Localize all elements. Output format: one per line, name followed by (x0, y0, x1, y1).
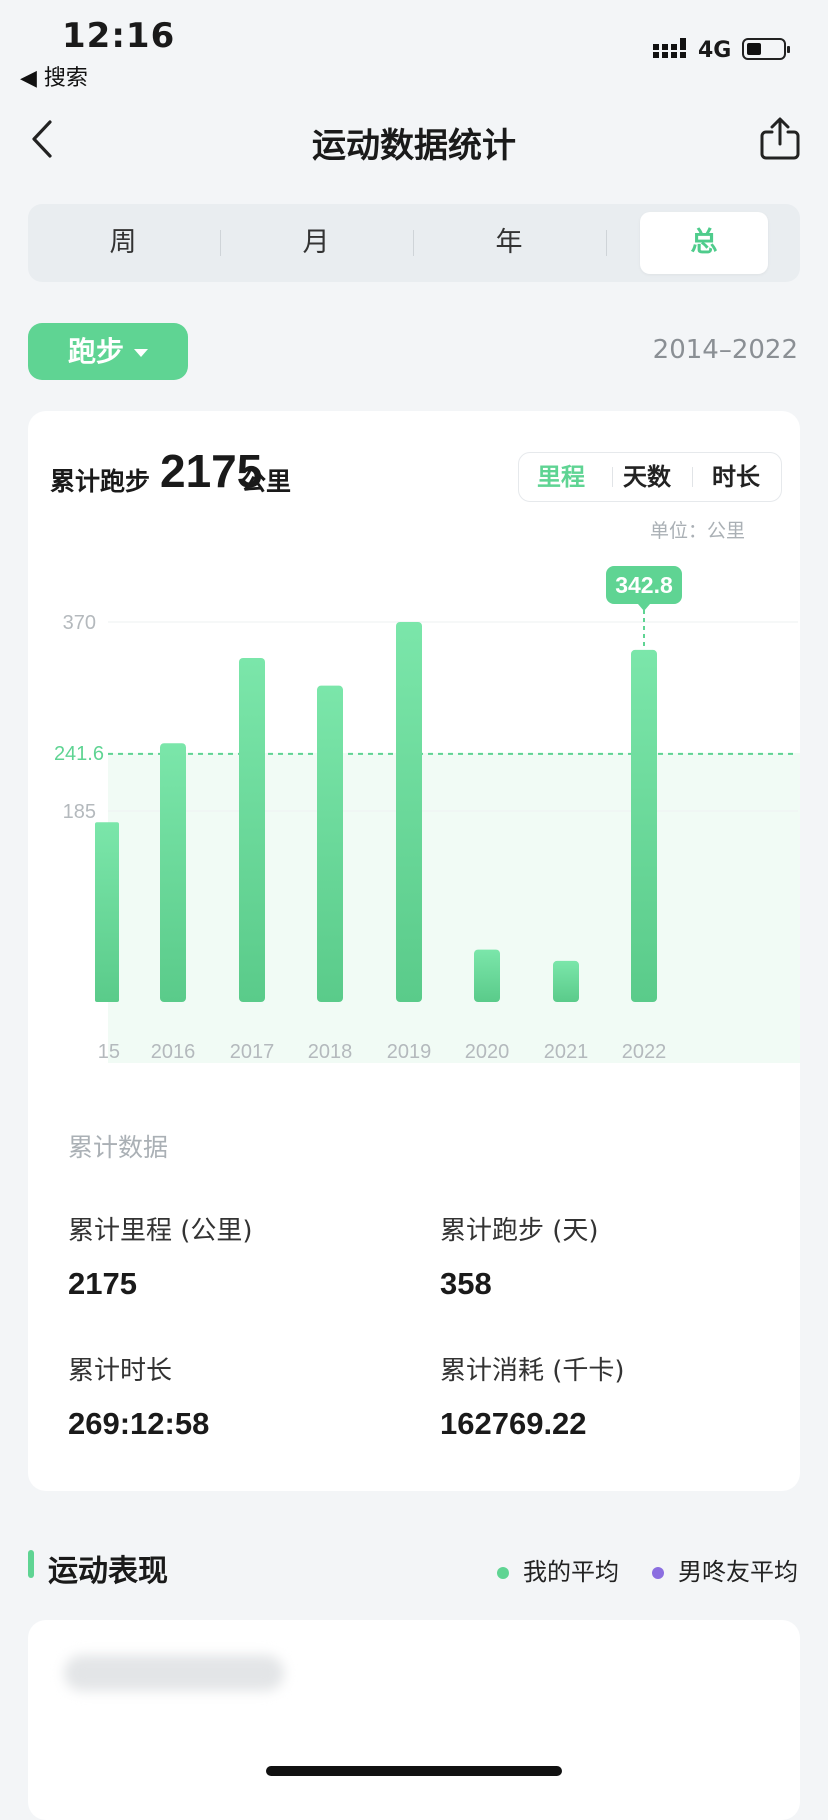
date-range: 2014–2022 (652, 335, 798, 365)
bar-2017[interactable] (239, 657, 265, 1002)
x-tick-label: 2019 (387, 1041, 432, 1063)
total-days-label: 累计跑步 (天) (440, 1216, 599, 1246)
blurred-content (64, 1655, 284, 1691)
total-duration-value: 269:12:58 (68, 1406, 210, 1441)
legend-dot (497, 1567, 509, 1579)
tab-month[interactable]: 月 (302, 227, 330, 258)
totals-section-label: 累计数据 (68, 1133, 169, 1162)
bar-2015[interactable] (95, 822, 119, 1002)
back-to-app-link[interactable]: ◀ 搜索 (20, 66, 88, 91)
legend-my-average: 我的平均 (497, 1552, 619, 1587)
network-label: 4G (698, 38, 732, 63)
total-calories-value: 162769.22 (440, 1406, 587, 1441)
performance-card (28, 1620, 800, 1820)
distance-bar-chart: 370 185 241.6 15 2016 2017 2018 2019 2020 2021… (54, 566, 800, 1063)
tab-total[interactable]: 总 (640, 212, 768, 274)
summary-label: 累计跑步 (50, 467, 151, 496)
total-days-value: 358 (440, 1266, 492, 1301)
total-distance-label: 累计里程 (公里) (68, 1216, 253, 1246)
signal-icon (653, 38, 686, 58)
period-tabs: 周 月 年 总 (28, 204, 800, 282)
x-tick-label: 2016 (151, 1041, 196, 1063)
unit-note: 单位：公里 (650, 520, 746, 542)
home-indicator[interactable] (266, 1766, 562, 1776)
performance-title: 运动表现 (48, 1554, 168, 1589)
y-tick-label: 370 (63, 612, 96, 634)
toggle-divider (692, 467, 693, 487)
x-tick-label: 2017 (230, 1041, 275, 1063)
toggle-divider (612, 467, 613, 487)
total-distance-value: 2175 (68, 1266, 137, 1301)
bar-2020[interactable] (474, 949, 500, 1002)
bar-2016[interactable] (160, 743, 186, 1002)
x-tick-label: 2020 (465, 1041, 510, 1063)
average-area (108, 753, 800, 1063)
bar-2021[interactable] (553, 960, 579, 1002)
highlight-tooltip (606, 566, 682, 604)
x-tick-label: 2021 (544, 1041, 589, 1063)
total-duration-label: 累计时长 (68, 1356, 173, 1386)
x-tick-label: 15 (98, 1041, 120, 1063)
page-title: 运动数据统计 (312, 126, 516, 166)
metric-duration[interactable]: 时长 (712, 463, 760, 491)
highlight-tooltip-pointer (638, 604, 650, 611)
summary-value: 2175 (160, 445, 263, 497)
average-label: 241.6 (54, 743, 104, 765)
x-tick-label: 2018 (308, 1041, 353, 1063)
sport-selector[interactable]: 跑步 (28, 323, 188, 380)
tab-year[interactable]: 年 (495, 227, 523, 258)
total-calories-label: 累计消耗 (千卡) (440, 1356, 625, 1386)
tab-divider (606, 230, 607, 256)
tab-divider (413, 230, 414, 256)
highlight-value-label: 342.8 (615, 572, 673, 598)
legend-dot (652, 1567, 664, 1579)
bar-2019[interactable] (396, 622, 422, 1002)
tab-divider (220, 230, 221, 256)
sport-selector-label: 跑步 (67, 335, 124, 368)
status-time: 12:16 (62, 16, 176, 56)
metric-toggle: 里程 天数 时长 (518, 452, 782, 502)
share-icon[interactable] (758, 116, 802, 162)
legend-peer-average: 男咚友平均 (652, 1552, 798, 1587)
bar-2022[interactable] (631, 649, 657, 1002)
battery-icon (742, 38, 790, 60)
x-tick-label: 2022 (622, 1041, 667, 1063)
summary-unit: 公里 (241, 467, 292, 496)
tab-week[interactable]: 周 (109, 227, 137, 258)
y-tick-label: 185 (63, 801, 96, 823)
metric-days[interactable]: 天数 (623, 463, 671, 491)
metric-distance[interactable]: 里程 (537, 463, 585, 491)
bar-2018[interactable] (317, 685, 343, 1002)
dropdown-caret-icon (134, 349, 148, 357)
legend-label: 我的平均 (523, 1558, 619, 1586)
back-arrow-icon[interactable] (28, 118, 58, 160)
legend-label: 男咚友平均 (678, 1558, 798, 1586)
section-accent (28, 1550, 34, 1578)
